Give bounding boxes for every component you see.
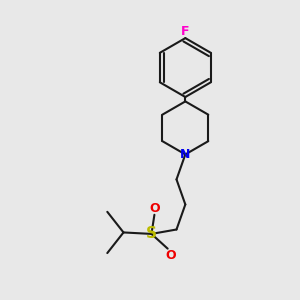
Text: S: S xyxy=(146,226,157,242)
Text: O: O xyxy=(149,202,160,215)
Text: F: F xyxy=(181,25,190,38)
Text: O: O xyxy=(165,249,176,262)
Text: N: N xyxy=(180,148,190,161)
